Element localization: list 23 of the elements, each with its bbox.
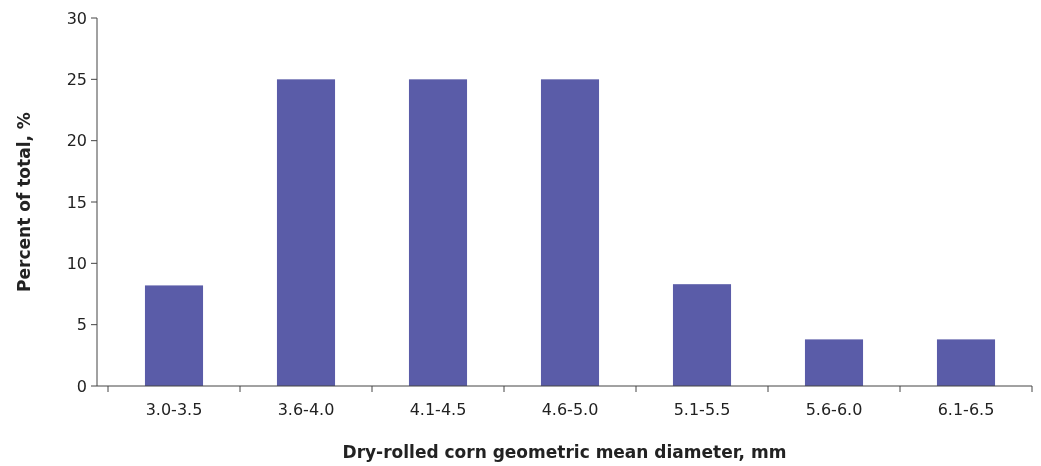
x-tick-label: 5.6-6.0 [805, 400, 863, 419]
y-tick-label: 5 [76, 315, 87, 335]
x-tick-label: 5.1-5.5 [673, 400, 731, 419]
y-axis-title: Percent of total, % [14, 112, 34, 292]
x-tick-label: 6.1-6.5 [937, 400, 995, 419]
y-tick-label: 15 [66, 192, 87, 212]
bar [540, 79, 600, 386]
x-tick-label: 3.0-3.5 [145, 400, 203, 419]
x-tick-label: 4.1-4.5 [409, 400, 467, 419]
bar [408, 79, 468, 386]
x-tick-label: 4.6-5.0 [541, 400, 599, 419]
y-tick-label: 25 [66, 69, 87, 89]
bar [804, 339, 864, 386]
y-tick-label: 10 [66, 253, 87, 273]
bar [144, 285, 204, 386]
x-axis-title: Dry-rolled corn geometric mean diameter, mm [342, 442, 787, 462]
y-tick-label: 30 [66, 8, 87, 28]
bar [936, 339, 996, 386]
y-tick-label: 0 [76, 376, 87, 396]
y-tick-label: 20 [66, 131, 87, 151]
bar [672, 284, 732, 386]
bar [276, 79, 336, 386]
x-tick-label: 3.6-4.0 [277, 400, 335, 419]
